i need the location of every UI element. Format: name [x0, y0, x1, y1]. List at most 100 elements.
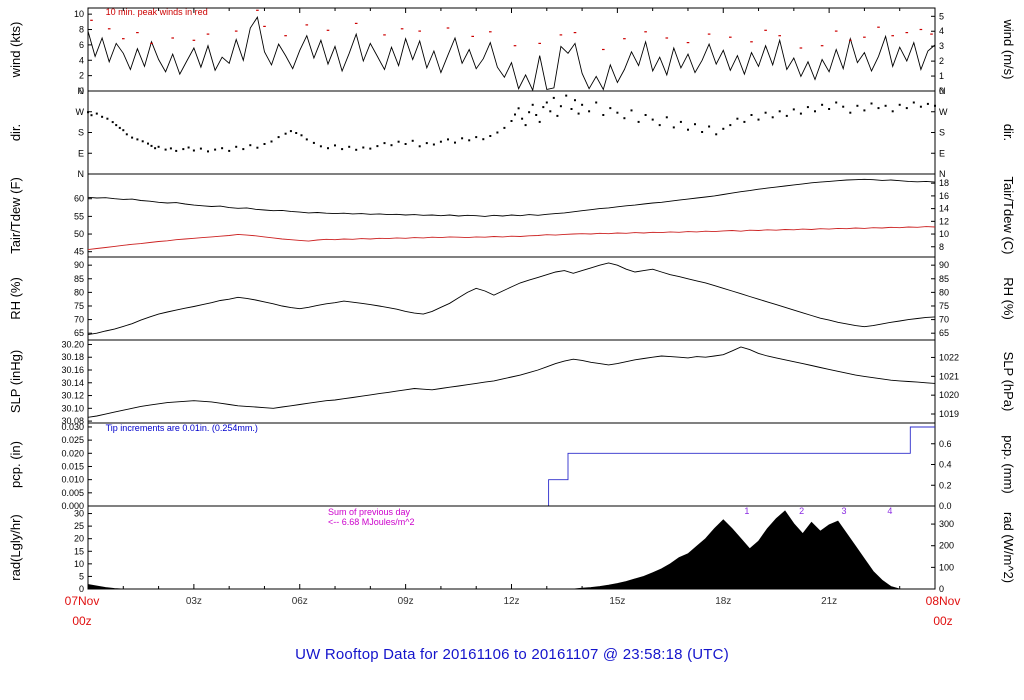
panel-temp: 45 50 55 60 8 10 12 14 16 18 Tair/Tdew (F) Tair/Tde… [8, 173, 1016, 258]
axis-label-left-dir: dir. [8, 124, 23, 141]
ytick-left-wind: 2 [79, 71, 84, 81]
ytick-left-pcp: 0.025 [61, 435, 84, 445]
ytick-left-dir: W [76, 107, 85, 117]
ytick-right-dir: N [939, 169, 946, 179]
ytick-left-wind: 0 [79, 86, 84, 96]
axis-label-right-slp: SLP (hPa) [1001, 352, 1016, 412]
ytick-left-rad: 30 [74, 509, 84, 519]
ytick-left-pcp: 0.005 [61, 488, 84, 498]
ytick-left-dir: N [78, 86, 85, 96]
ytick-right-temp: 8 [939, 242, 944, 252]
ytick-right-rad: 200 [939, 541, 954, 551]
series-tdew-f [87, 226, 936, 251]
ytick-right-pcp: 0.4 [939, 460, 952, 470]
annotation-pcp: Tip increments are 0.01in. (0.254mm.) [106, 423, 258, 433]
x-end-date: 08Nov [926, 594, 961, 608]
series-wind-avg-kts [87, 16, 936, 92]
ytick-right-temp: 18 [939, 178, 949, 188]
ytick-left-rad: 20 [74, 534, 84, 544]
ytick-right-wind: 1 [939, 71, 944, 81]
axis-label-left-temp: Tair/Tdew (F) [8, 177, 23, 254]
ytick-right-rad: 300 [939, 519, 954, 529]
panel-rh: 65 70 75 80 85 90 65 70 75 80 85 90 RH (%) RH (%) [8, 256, 1016, 341]
ytick-right-dir: E [939, 148, 945, 158]
xtick-label: 18z [715, 596, 731, 607]
ytick-left-rh: 90 [74, 260, 84, 270]
ytick-left-dir: S [78, 128, 84, 138]
ytick-right-temp: 12 [939, 216, 949, 226]
ytick-left-temp: 45 [74, 247, 84, 257]
ytick-left-wind: 8 [79, 25, 84, 35]
axis-label-right-wind: wind (m/s) [1001, 19, 1016, 80]
ytick-right-temp: 10 [939, 229, 949, 239]
axis-label-left-rad: rad(Lgly/hr) [8, 514, 23, 580]
ytick-right-pcp: 0.6 [939, 439, 952, 449]
x-start-date: 07Nov [65, 594, 100, 608]
ytick-right-rh: 90 [939, 260, 949, 270]
x-start-hour: 00z [72, 614, 91, 628]
xtick-label: 12z [503, 596, 519, 607]
ytick-right-temp: 14 [939, 204, 949, 214]
xtick-label: 03z [186, 596, 202, 607]
axis-label-right-rad: rad (W/m^2) [1001, 512, 1016, 583]
ytick-right-rad: 0 [939, 584, 944, 594]
panel-wind: 0 2 4 6 8 10 0 1 2 3 4 5 10 min. peak winds in red wi… [8, 7, 1016, 96]
ytick-right-rh: 75 [939, 301, 949, 311]
ytick-right-rh: 80 [939, 287, 949, 297]
ytick-left-slp: 30.18 [61, 352, 84, 362]
ytick-right-rh: 85 [939, 274, 949, 284]
annotation-rad: 1 [744, 506, 749, 516]
ytick-left-rad: 25 [74, 521, 84, 531]
series-precip-accum-in [88, 426, 935, 507]
ytick-left-wind: 6 [79, 40, 84, 50]
ytick-right-rh: 70 [939, 315, 949, 325]
ytick-left-rh: 70 [74, 315, 84, 325]
ytick-left-rad: 10 [74, 559, 84, 569]
series-solar-rad-lyhr [87, 510, 900, 590]
x-end-hour: 00z [933, 614, 952, 628]
ytick-right-slp: 1021 [939, 371, 959, 381]
ytick-left-rh: 85 [74, 274, 84, 284]
ytick-left-rh: 75 [74, 301, 84, 311]
axis-label-left-pcp: pcp. (in) [8, 441, 23, 488]
ytick-right-temp: 16 [939, 191, 949, 201]
ytick-right-rh: 65 [939, 328, 949, 338]
ytick-left-pcp: 0.015 [61, 461, 84, 471]
series-tair-f [87, 178, 936, 217]
ytick-right-slp: 1022 [939, 352, 959, 362]
ytick-right-wind: 4 [939, 26, 944, 36]
ytick-left-slp: 30.08 [61, 416, 84, 426]
xtick-label: 21z [821, 596, 837, 607]
panel-pcp: 0.000 0.005 0.010 0.015 0.020 0.025 0.030 0.0 0.… [8, 422, 1016, 511]
annotation-rad: Sum of previous day [328, 507, 411, 517]
ytick-right-slp: 1019 [939, 409, 959, 419]
annotation-wind: 10 min. peak winds in red [106, 7, 208, 17]
ytick-left-slp: 30.20 [61, 339, 84, 349]
ytick-left-rad: 0 [79, 584, 84, 594]
ytick-right-rad: 100 [939, 562, 954, 572]
ytick-left-pcp: 0.000 [61, 501, 84, 511]
ytick-right-pcp: 0.2 [939, 480, 952, 490]
annotation-rad: <-- 6.68 MJoules/m^2 [328, 517, 415, 527]
axis-label-right-pcp: pcp. (mm) [1001, 435, 1016, 494]
ytick-left-slp: 30.16 [61, 365, 84, 375]
series-wind-direction [87, 94, 936, 153]
ytick-left-slp: 30.14 [61, 378, 84, 388]
ytick-left-pcp: 0.030 [61, 422, 84, 432]
ytick-left-dir: N [78, 169, 85, 179]
ytick-right-wind: 3 [939, 41, 944, 51]
ytick-left-rh: 80 [74, 287, 84, 297]
ytick-left-temp: 55 [74, 211, 84, 221]
annotation-rad: 4 [887, 506, 892, 516]
ytick-right-wind: 2 [939, 56, 944, 66]
ytick-left-rad: 15 [74, 546, 84, 556]
xtick-label: 15z [609, 596, 625, 607]
ytick-left-dir: E [78, 148, 84, 158]
xtick-label: 09z [398, 596, 414, 607]
ytick-left-wind: 10 [74, 9, 84, 19]
axis-label-left-wind: wind (kts) [8, 22, 23, 79]
